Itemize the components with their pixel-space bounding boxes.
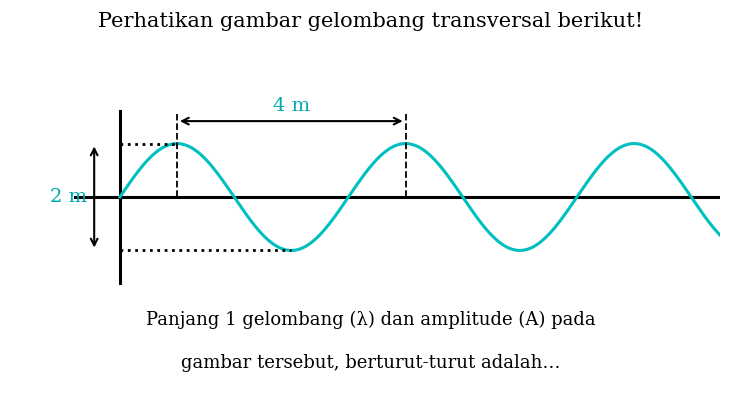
Text: Perhatikan gambar gelombang transversal berikut!: Perhatikan gambar gelombang transversal … <box>99 12 643 31</box>
Text: gambar tersebut, berturut-turut adalah…: gambar tersebut, berturut-turut adalah… <box>181 354 561 372</box>
Text: Panjang 1 gelombang (λ) dan amplitude (A) pada: Panjang 1 gelombang (λ) dan amplitude (A… <box>146 310 596 329</box>
Text: 2 m: 2 m <box>50 188 88 206</box>
Text: 4 m: 4 m <box>273 97 310 115</box>
